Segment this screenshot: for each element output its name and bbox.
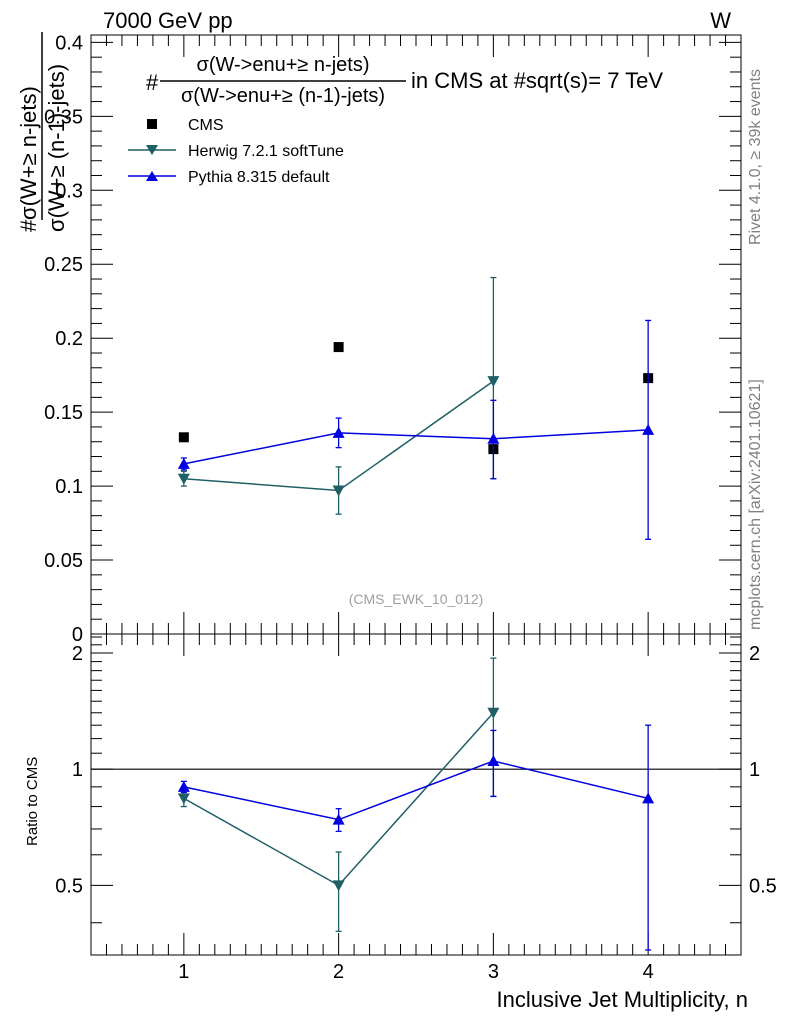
ratio-pythia-line: [183, 760, 649, 821]
main-pythia-point: [487, 432, 500, 444]
title-suffix: in CMS at #sqrt(s)= 7 TeV: [411, 68, 663, 93]
ratio-ytick-label-right: 0.5: [749, 875, 777, 897]
header-process: W: [710, 8, 731, 33]
main-ytick-label: 0.4: [55, 32, 83, 54]
main-y-axis-label: # σ(W+≥ n-jets) σ(W+≥ (n-1)-jets): [16, 32, 69, 232]
legend-cms-marker: [147, 119, 157, 129]
main-pythia-point: [177, 457, 190, 469]
ratio-herwig-point: [487, 707, 500, 719]
ratio-ytick-label: 1: [72, 759, 83, 781]
ratio-ytick-label: 2: [72, 643, 83, 665]
main-ytick-label: 0.05: [44, 550, 83, 572]
main-pythia-point: [332, 426, 345, 438]
header-energy: 7000 GeV pp: [103, 8, 233, 33]
ratio-herwig-point: [177, 793, 190, 805]
ratio-pythia-point: [332, 813, 345, 825]
main-axis-ticks: 0 0.05 0.1 0.15 0.2 0.25 0.3 0.35 0.4: [44, 32, 741, 646]
main-ytick-label: 0.25: [44, 254, 83, 276]
legend-cms-label: CMS: [188, 117, 224, 134]
legend-herwig-label: Herwig 7.2.1 softTune: [188, 143, 344, 160]
ratio-pythia-point: [642, 792, 655, 804]
ratio-axis-ticks: 0.5 0.5 1 1 2 2: [55, 636, 777, 924]
main-ytick-label: 0.35: [44, 106, 83, 128]
main-herwig-point: [487, 376, 500, 388]
legend-herwig-marker: [146, 145, 158, 155]
rivet-version-label: Rivet 4.1.0, ≥ 39k events: [747, 69, 764, 245]
main-pythia-line: [183, 429, 649, 465]
ratio-pythia-point: [177, 780, 190, 792]
ratio-ytick-label-right: 2: [749, 643, 760, 665]
title-numerator: σ(W->enu+≥ n-jets): [196, 54, 369, 76]
title-hash: #: [146, 70, 159, 95]
ylabel-numerator: σ(W+≥ n-jets): [16, 86, 41, 220]
main-ytick-label: 0: [72, 624, 83, 646]
legend: CMS Herwig 7.2.1 softTune Pythia 8.315 d…: [128, 117, 344, 186]
main-ytick-label: 0.2: [55, 328, 83, 350]
mcplots-label: mcplots.cern.ch [arXiv:2401.10621]: [747, 379, 764, 630]
main-herwig-point: [332, 485, 345, 497]
ratio-pythia-point: [487, 754, 500, 766]
legend-pythia-marker: [146, 171, 158, 181]
ratio-ytick-label-right: 1: [749, 759, 760, 781]
main-herwig-point: [177, 473, 190, 485]
x-tick-label: 3: [488, 961, 499, 983]
ratio-series-layer: [177, 657, 655, 951]
main-cms-point: [178, 432, 189, 443]
title-denominator: σ(W->enu+≥ (n-1)-jets): [181, 85, 385, 107]
main-cms-point: [333, 342, 344, 353]
ylabel-hash: #: [16, 219, 41, 232]
x-tick-label: 4: [643, 961, 654, 983]
ratio-y-axis-label: Ratio to CMS: [24, 757, 41, 846]
main-pythia-point: [642, 423, 655, 435]
main-ytick-label: 0.1: [55, 476, 83, 498]
x-axis-ticks: 1 2 3 4: [105, 35, 727, 983]
analysis-label: (CMS_EWK_10_012): [349, 591, 484, 607]
main-ytick-label: 0.3: [55, 180, 83, 202]
ratio-herwig-point: [332, 880, 345, 892]
plot-title: # σ(W->enu+≥ n-jets) σ(W->enu+≥ (n-1)-je…: [146, 54, 663, 107]
legend-pythia-label: Pythia 8.315 default: [188, 169, 330, 186]
main-ytick-label: 0.15: [44, 402, 83, 424]
ylabel-denominator: σ(W+≥ (n-1)-jets): [44, 64, 69, 232]
x-tick-label: 2: [333, 961, 344, 983]
x-axis-label: Inclusive Jet Multiplicity, n: [497, 987, 748, 1012]
ratio-ytick-label: 0.5: [55, 875, 83, 897]
x-tick-label: 1: [178, 961, 189, 983]
main-series-layer: [177, 276, 655, 540]
